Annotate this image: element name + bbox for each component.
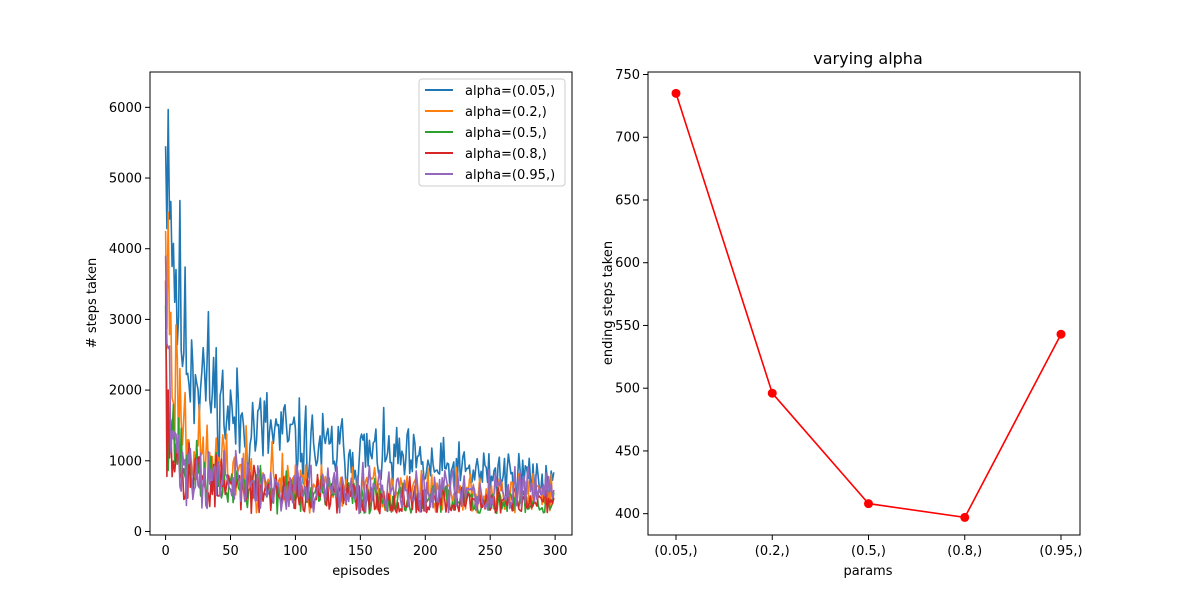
- y-tick-label: 750: [615, 68, 640, 83]
- left-y-ticks: 0 1000 2000 3000 4000 5000 6000: [109, 101, 150, 540]
- y-tick-label: 1000: [109, 454, 142, 469]
- series-line: [164, 255, 555, 515]
- x-tick-label: (0.8,): [947, 544, 982, 559]
- data-point: [1056, 329, 1066, 339]
- legend-label: alpha=(0.5,): [465, 126, 547, 141]
- y-tick-label: 600: [615, 256, 640, 271]
- y-tick-label: 450: [615, 444, 640, 459]
- y-tick-label: 5000: [109, 172, 142, 187]
- legend-entry: alpha=(0.5,): [425, 126, 547, 141]
- legend-entry: alpha=(0.2,): [425, 105, 547, 120]
- x-tick-label: 250: [478, 544, 503, 559]
- legend-frame: [418, 78, 566, 187]
- series-line: [164, 108, 555, 505]
- data-point: [671, 88, 681, 98]
- right-series: [671, 88, 1066, 522]
- legend-label: alpha=(0.95,): [465, 168, 555, 183]
- data-point: [960, 512, 970, 522]
- legend-entry: alpha=(0.8,): [425, 147, 547, 162]
- legend-label: alpha=(0.05,): [465, 84, 555, 99]
- right-y-axis-label: ending steps taken: [601, 241, 616, 365]
- y-tick-label: 500: [615, 382, 640, 397]
- left-series-lines: [164, 108, 555, 515]
- x-tick-label: (0.05,): [654, 544, 697, 559]
- x-tick-label: 150: [348, 544, 373, 559]
- x-tick-label: 0: [161, 544, 169, 559]
- x-tick-label: (0.95,): [1039, 544, 1082, 559]
- y-tick-label: 550: [615, 319, 640, 334]
- x-tick-label: 200: [413, 544, 438, 559]
- y-tick-label: 700: [615, 131, 640, 146]
- x-tick-label: (0.5,): [851, 544, 886, 559]
- left-chart: 0 50 100 150 200 250 300 0 1000 2000 3000 4000 5000…: [85, 71, 573, 579]
- y-tick-label: 6000: [109, 101, 142, 116]
- right-x-ticks: (0.05,) (0.2,) (0.5,) (0.8,) (0.95,): [654, 535, 1083, 559]
- x-tick-label: (0.2,): [755, 544, 790, 559]
- data-point: [864, 499, 873, 509]
- y-tick-label: 400: [615, 507, 640, 522]
- left-x-ticks: 0 50 100 150 200 250 300: [161, 535, 568, 559]
- x-tick-label: 300: [543, 544, 568, 559]
- y-tick-label: 4000: [109, 242, 142, 257]
- left-plot-frame: [149, 71, 573, 536]
- left-y-axis-label: # steps taken: [85, 258, 100, 348]
- data-point: [767, 388, 777, 398]
- legend-label: alpha=(0.8,): [465, 147, 547, 162]
- left-x-axis-label: episodes: [332, 564, 390, 579]
- y-tick-label: 650: [615, 193, 640, 208]
- y-tick-label: 3000: [109, 313, 142, 328]
- legend-entry: alpha=(0.95,): [425, 168, 555, 183]
- right-chart-title: varying alpha: [813, 49, 923, 68]
- right-x-axis-label: params: [844, 564, 893, 579]
- x-tick-label: 50: [222, 544, 239, 559]
- y-tick-label: 0: [134, 525, 142, 540]
- legend-entry: alpha=(0.05,): [425, 84, 555, 99]
- right-plot-frame: [647, 71, 1081, 536]
- right-chart: varying alpha (0.05,) (0.2,) (0.5,) (0.8,)(…: [601, 49, 1083, 579]
- x-tick-label: 100: [283, 544, 308, 559]
- y-tick-label: 2000: [109, 384, 142, 399]
- legend-label: alpha=(0.2,): [465, 105, 547, 120]
- left-legend: alpha=(0.05,) alpha=(0.2,) alpha=(0.5,) …: [418, 78, 566, 187]
- right-y-ticks: 400 450 500 550 600 650 700 750: [615, 68, 648, 522]
